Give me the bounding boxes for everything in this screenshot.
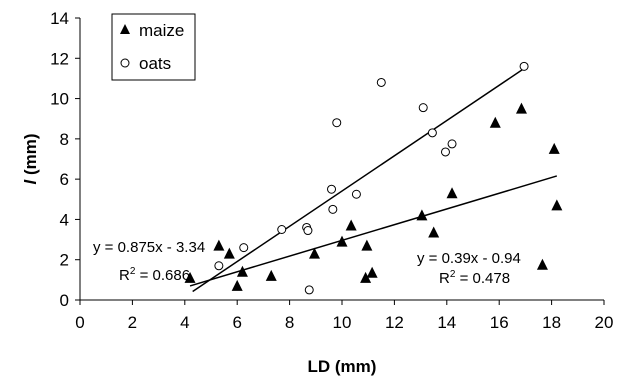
maize-point [345, 219, 357, 231]
oats-point [351, 189, 361, 199]
x-tick-label: 2 [128, 313, 137, 332]
y-tick-label: 4 [60, 210, 69, 229]
oats-trendline [192, 67, 525, 293]
x-axis-title: LD (mm) [308, 357, 377, 376]
x-tick-label: 14 [437, 313, 456, 332]
maize-point [536, 258, 548, 270]
maize-point [213, 239, 225, 251]
maize-point [446, 187, 458, 199]
x-tick-label: 0 [75, 313, 84, 332]
oats-point [303, 226, 313, 236]
data-points [184, 61, 563, 295]
legend-maize-marker [120, 24, 130, 34]
maize-point [223, 247, 235, 259]
maize-point [184, 271, 196, 283]
maize-equation: y = 0.39x - 0.94 R2 = 0.478 [417, 250, 521, 287]
oats-point [332, 118, 342, 128]
x-tick-label: 4 [180, 313, 189, 332]
y-tick-label: 0 [60, 291, 69, 310]
oats-point [440, 147, 450, 157]
y-tick-label: 12 [50, 49, 69, 68]
maize-point [361, 239, 373, 251]
maize-point [548, 142, 560, 154]
x-tick-label: 6 [232, 313, 241, 332]
x-tick-label: 20 [595, 313, 614, 332]
y-axis-title: l (mm) [21, 133, 40, 184]
x-tick-label: 12 [385, 313, 404, 332]
oats-point [277, 225, 287, 234]
maize-point [428, 226, 440, 238]
oats-point [328, 204, 338, 214]
maize-point [231, 279, 243, 291]
y-tick-label: 14 [50, 9, 69, 28]
y-axis-title-unit: (mm) [21, 133, 40, 179]
maize-point [366, 266, 378, 278]
maize-point [308, 247, 320, 259]
y-tick-label: 10 [50, 90, 69, 109]
axis-ticks: 0 2 4 6 8 10 12 14 16 18 20 0 2 4 6 8 10 12 14 [50, 9, 613, 332]
oats-point [447, 139, 457, 149]
oats-point [418, 103, 428, 113]
oats-equation-text: y = 0.875x - 3.34 [93, 239, 205, 256]
x-tick-label: 18 [542, 313, 561, 332]
y-tick-label: 8 [60, 130, 69, 149]
oats-point [239, 243, 249, 253]
oats-r2-text: R2 = 0.686 [119, 266, 190, 284]
maize-point [336, 235, 348, 247]
maize-trendline [189, 175, 558, 287]
maize-point [265, 269, 277, 281]
oats-point [327, 184, 337, 194]
trendlines [189, 67, 558, 293]
maize-point [489, 116, 501, 128]
legend-box [111, 13, 196, 81]
legend-oats-label: oats [139, 54, 171, 73]
x-tick-label: 16 [490, 313, 509, 332]
y-tick-label: 2 [60, 251, 69, 270]
oats-equation: y = 0.875x - 3.34 R2 = 0.686 [93, 239, 205, 284]
y-tick-label: 6 [60, 170, 69, 189]
maize-point [515, 102, 527, 114]
maize-point [236, 265, 248, 277]
x-tick-label: 8 [285, 313, 294, 332]
legend-oats-marker [120, 58, 130, 68]
maize-point [416, 209, 428, 221]
x-tick-label: 10 [333, 313, 352, 332]
oats-point [427, 128, 437, 138]
maize-point [360, 271, 372, 283]
maize-r2-text: R2 = 0.478 [439, 269, 510, 287]
maize-point [551, 199, 563, 211]
legend: maize oats [111, 13, 196, 81]
legend-maize-label: maize [139, 21, 184, 40]
oats-point [214, 261, 224, 271]
oats-point [304, 285, 314, 295]
oats-point [519, 61, 529, 71]
oats-point [376, 77, 386, 87]
maize-equation-text: y = 0.39x - 0.94 [417, 250, 521, 267]
y-axis-title-italic: l [21, 179, 40, 185]
